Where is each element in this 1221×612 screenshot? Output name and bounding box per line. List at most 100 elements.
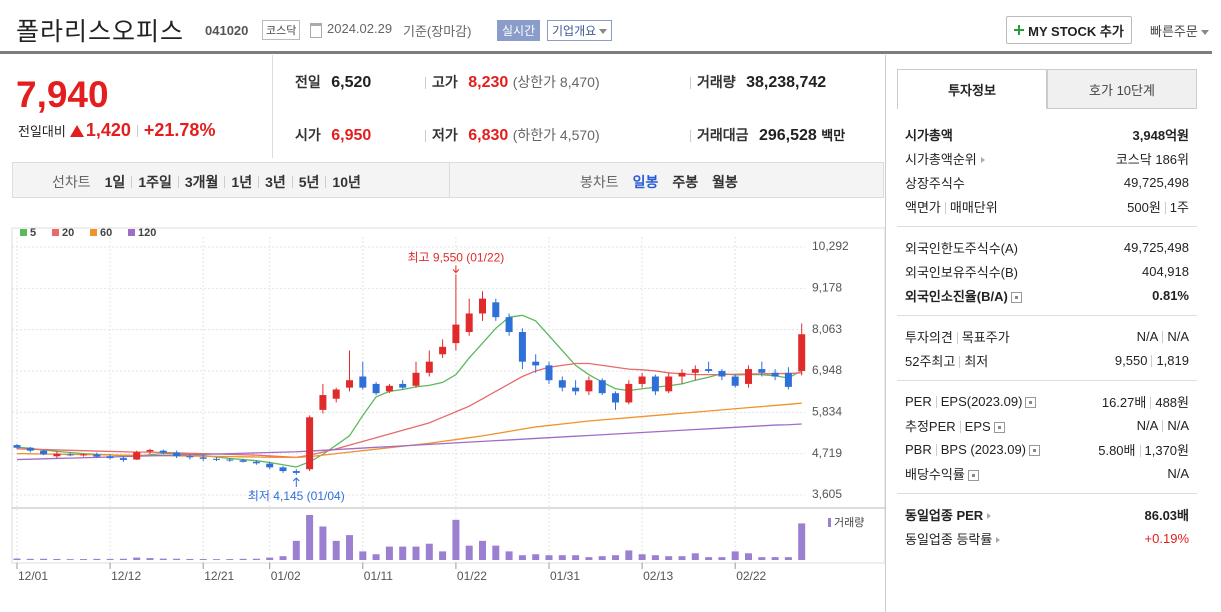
label-text: 배당수익률	[905, 466, 965, 482]
mystock-button[interactable]: MY STOCK 추가	[1006, 16, 1132, 44]
volume-bar	[558, 555, 566, 560]
candle-body	[771, 372, 779, 377]
line-periods: 선차트 1일 1주일 3개월 1년 3년 5년 10년	[52, 172, 361, 192]
separator	[1150, 397, 1152, 410]
period-button[interactable]: 일봉	[632, 174, 659, 190]
volume-bar	[798, 523, 806, 560]
separator	[944, 202, 946, 215]
period-label: 봉차트	[580, 174, 619, 190]
label-text: 최저	[964, 353, 989, 369]
info-row: 시가총액 3,948억원	[897, 122, 1197, 146]
x-tick-label: 01/11	[364, 569, 393, 583]
candle-body	[346, 380, 353, 388]
volume-bar	[585, 557, 593, 560]
tab[interactable]: 호가 10단계	[1047, 69, 1197, 109]
quote-item: 거래대금 296,528 백만	[690, 125, 845, 145]
group-separator	[897, 380, 1197, 381]
candle-body	[678, 372, 686, 377]
quote-item: 전일 6,520	[295, 72, 371, 92]
low-arrow	[292, 477, 300, 487]
candle-body	[199, 457, 207, 459]
x-tick-label: 01/31	[550, 569, 580, 583]
separator	[1162, 331, 1164, 344]
info-list: 시가총액 3,948억원 시가총액순위 코스닥 186위 상장주식수 49,725,498…	[897, 122, 1197, 550]
candle-body	[53, 453, 61, 457]
candle-body	[66, 454, 74, 456]
candle-body	[505, 317, 513, 333]
tab-active[interactable]: 투자정보	[897, 69, 1047, 109]
change-label: 전일대비	[18, 124, 66, 139]
volume-bar	[505, 551, 513, 560]
label: 저가	[432, 127, 458, 143]
volume-bar	[412, 546, 420, 560]
value: 38,238,742	[746, 74, 827, 91]
label: 시가	[295, 127, 321, 143]
candle-body	[784, 372, 792, 387]
candle-periods: 봉차트 일봉 주봉 월봉	[580, 172, 752, 192]
candle-body	[651, 376, 659, 392]
change-box: 전일대비 1,420 +21.78%	[18, 120, 215, 141]
label-text: 외국인소진율(B/A)	[905, 288, 1008, 304]
volume-bar	[731, 551, 739, 560]
label: 거래량	[697, 74, 736, 90]
quick-order[interactable]: 빠른주문	[1150, 21, 1209, 40]
group-separator	[897, 315, 1197, 316]
volume-bar	[532, 554, 540, 560]
info-row: 투자의견 목표주가 N/A N/A	[897, 324, 1197, 348]
candle-body	[292, 471, 300, 473]
legend-swatch	[90, 229, 97, 236]
candle-body	[798, 334, 806, 371]
period-button[interactable]: 5년	[298, 174, 320, 190]
legend-swatch	[128, 229, 135, 236]
price: 7,940	[16, 74, 109, 115]
value-text: 0.81%	[1152, 287, 1189, 303]
period-button[interactable]: 주봉	[672, 174, 699, 190]
legend-label: 120	[138, 227, 156, 239]
label-text: EPS(2023.09)	[940, 393, 1023, 409]
candle-body	[758, 369, 766, 373]
period-label: 선차트	[52, 174, 91, 190]
value-text: 49,725,498	[1123, 174, 1189, 190]
candle-body	[146, 449, 154, 452]
info-row: 상장주식수 49,725,498	[897, 170, 1197, 194]
volume-bar	[106, 558, 114, 560]
realtime-button[interactable]: 실시간	[497, 20, 541, 41]
period-button[interactable]: 3년	[265, 174, 286, 190]
value-text: N/A	[1167, 328, 1189, 344]
info-row: 외국인한도주식수(A) 49,725,498	[897, 235, 1197, 259]
ma-line	[16, 423, 802, 461]
volume-bar	[359, 551, 367, 560]
legend-label: 5	[30, 227, 36, 239]
value-text: N/A	[1167, 417, 1189, 433]
arrow-icon	[987, 513, 992, 520]
volume-bar	[784, 557, 792, 560]
up-arrow	[69, 124, 84, 137]
period-button[interactable]: 월봉	[712, 174, 738, 190]
candle-body	[439, 346, 447, 355]
company-button[interactable]: 기업개요	[547, 20, 613, 41]
period-button[interactable]: 1년	[231, 174, 253, 190]
label-text: 외국인보유주식수(B)	[905, 264, 1019, 280]
value: 6,830	[468, 127, 509, 144]
group-separator	[897, 493, 1197, 494]
info-row: PBR BPS (2023.09) 5.80배 1,370원	[897, 437, 1197, 461]
volume-bar	[306, 515, 314, 560]
period-button[interactable]: 1일	[104, 174, 126, 190]
help-icon	[1029, 444, 1041, 456]
separator	[935, 396, 937, 409]
header-rule	[0, 51, 1212, 54]
period-button[interactable]: 3개월	[184, 174, 219, 190]
arrow-icon	[996, 537, 1001, 544]
period-button[interactable]: 1주일	[138, 174, 172, 190]
info-label: 동일업종 등락률	[905, 529, 1001, 548]
candle-body	[385, 385, 393, 392]
info-label: 배당수익률	[905, 464, 979, 483]
period-button[interactable]: 10년	[332, 174, 361, 190]
info-tabs: 투자정보 호가 10단계	[897, 69, 1197, 109]
label-text: 매매단위	[949, 199, 998, 215]
info-label: 동일업종 PER	[905, 505, 992, 524]
candle-body	[252, 461, 260, 464]
value: 8,230	[468, 74, 509, 91]
info-value: 49,725,498	[1124, 175, 1189, 190]
quote-item: 시가 6,950	[295, 125, 371, 145]
